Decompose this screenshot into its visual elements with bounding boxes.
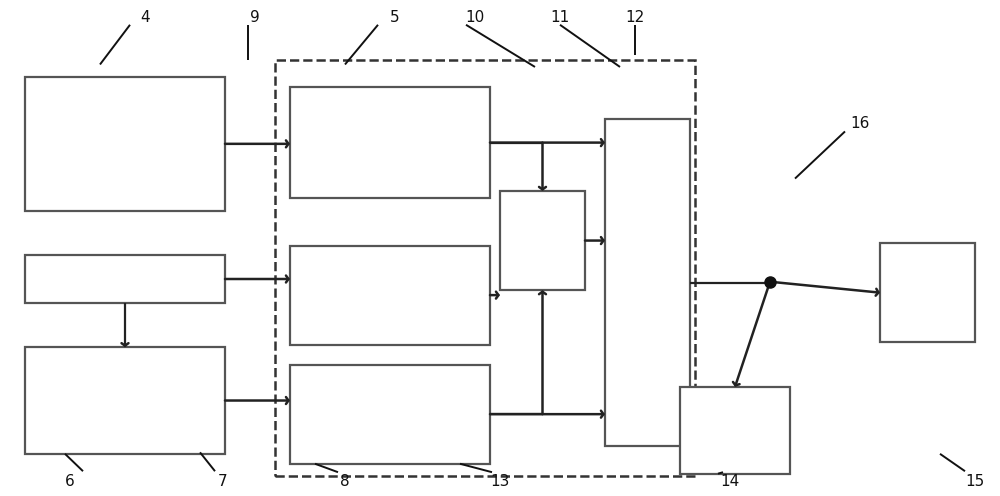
Text: 16: 16 xyxy=(850,117,870,131)
Text: 10: 10 xyxy=(465,10,485,25)
Bar xyxy=(290,87,490,198)
Bar xyxy=(880,243,975,342)
Bar xyxy=(25,77,225,211)
Bar xyxy=(680,387,790,474)
Text: 9: 9 xyxy=(250,10,260,25)
Text: 6: 6 xyxy=(65,474,75,489)
Bar xyxy=(25,347,225,454)
Text: 5: 5 xyxy=(390,10,400,25)
Bar xyxy=(500,191,585,290)
Bar xyxy=(605,119,690,446)
Bar xyxy=(290,365,490,464)
Text: 15: 15 xyxy=(965,474,985,489)
Text: 7: 7 xyxy=(218,474,228,489)
Text: 8: 8 xyxy=(340,474,350,489)
Text: 4: 4 xyxy=(140,10,150,25)
Text: 12: 12 xyxy=(625,10,645,25)
Bar xyxy=(25,255,225,303)
Text: 11: 11 xyxy=(550,10,570,25)
Text: 13: 13 xyxy=(490,474,510,489)
Bar xyxy=(275,60,695,476)
Bar xyxy=(290,246,490,345)
Text: 14: 14 xyxy=(720,474,740,489)
